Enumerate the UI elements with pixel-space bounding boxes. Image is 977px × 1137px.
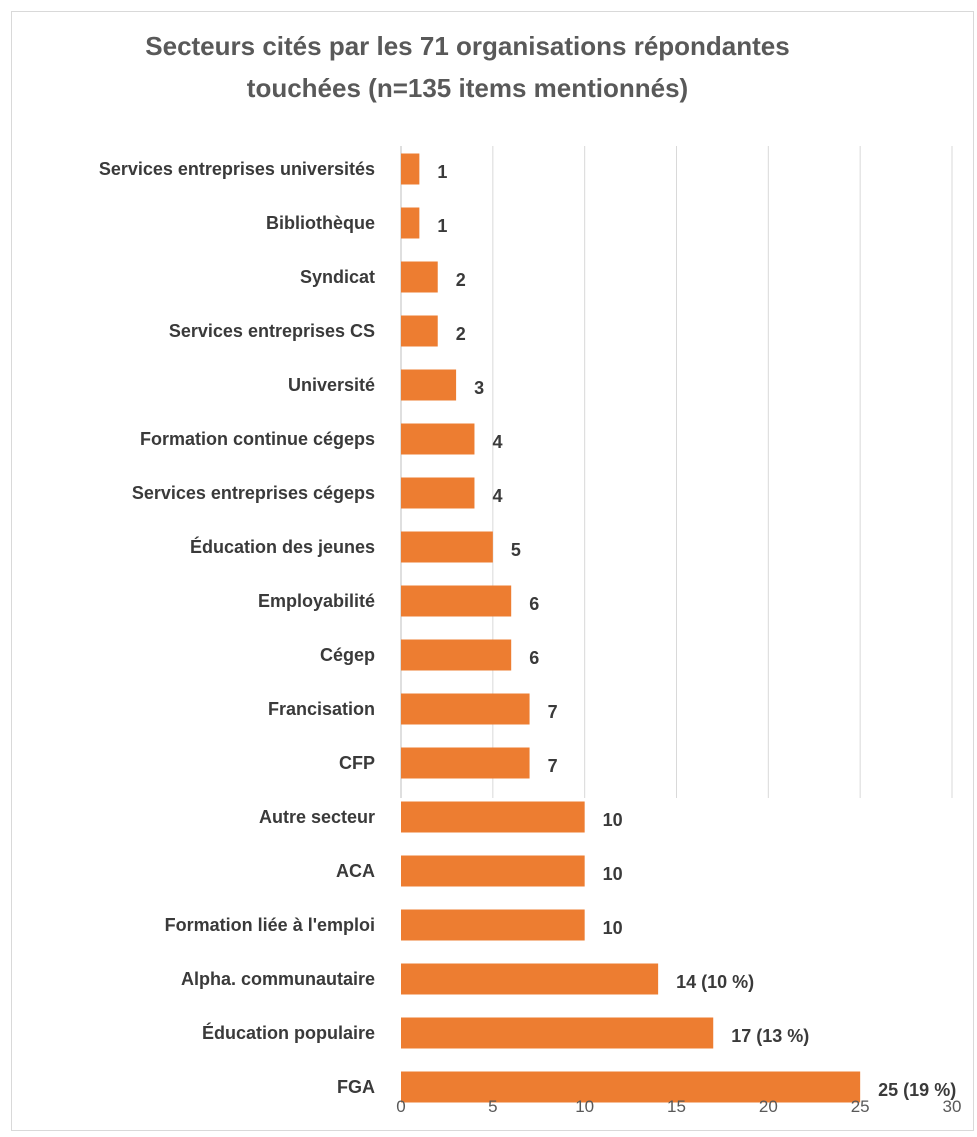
- category-label: Formation continue cégeps: [140, 429, 375, 449]
- x-tick-label: 10: [575, 1097, 594, 1116]
- category-label: CFP: [339, 753, 375, 773]
- bar: [401, 315, 438, 347]
- bars: [401, 153, 861, 1103]
- category-label: Bibliothèque: [266, 213, 375, 233]
- data-label: 6: [529, 594, 539, 614]
- bar: [401, 909, 585, 941]
- category-label: Services entreprises cégeps: [132, 483, 375, 503]
- bar: [401, 1017, 714, 1049]
- category-label: Éducation populaire: [202, 1022, 375, 1043]
- category-label: ACA: [336, 861, 375, 881]
- category-label: FGA: [337, 1077, 375, 1097]
- x-tick-label: 30: [943, 1097, 962, 1116]
- data-label: 4: [492, 486, 502, 506]
- bar: [401, 153, 420, 185]
- bar: [401, 801, 585, 833]
- x-tick-label: 5: [488, 1097, 497, 1116]
- data-label: 10: [603, 918, 623, 938]
- x-tick-label: 15: [667, 1097, 686, 1116]
- bar: [401, 639, 512, 671]
- bar: [401, 207, 420, 239]
- data-label: 2: [456, 270, 466, 290]
- data-label: 10: [603, 810, 623, 830]
- bar: [401, 1071, 861, 1103]
- x-tick-label: 25: [851, 1097, 870, 1116]
- category-label: Cégep: [320, 645, 375, 665]
- data-label: 5: [511, 540, 521, 560]
- data-label: 17 (13 %): [731, 1026, 809, 1046]
- bar: [401, 585, 512, 617]
- x-tick-label: 0: [396, 1097, 405, 1116]
- chart-title: Secteurs cités par les 71 organisations …: [145, 31, 790, 103]
- category-label: Formation liée à l'emploi: [165, 915, 375, 935]
- bar: [401, 747, 530, 779]
- x-tick-label: 20: [759, 1097, 778, 1116]
- data-label: 4: [492, 432, 502, 452]
- data-label: 1: [437, 162, 447, 182]
- data-label: 7: [548, 702, 558, 722]
- data-label: 2: [456, 324, 466, 344]
- bar: [401, 855, 585, 887]
- bar: [401, 261, 438, 293]
- bar: [401, 693, 530, 725]
- category-label: Employabilité: [258, 591, 375, 611]
- data-label: 3: [474, 378, 484, 398]
- data-label: 14 (10 %): [676, 972, 754, 992]
- data-label: 10: [603, 864, 623, 884]
- category-label: Autre secteur: [259, 807, 375, 827]
- bar: [401, 477, 475, 509]
- data-label: 1: [437, 216, 447, 236]
- category-label: Services entreprises CS: [169, 321, 375, 341]
- data-label: 7: [548, 756, 558, 776]
- gridlines: [400, 146, 953, 798]
- category-label: Syndicat: [300, 267, 375, 287]
- category-label: Francisation: [268, 699, 375, 719]
- bar: [401, 531, 493, 563]
- data-label: 6: [529, 648, 539, 668]
- bar: [401, 963, 659, 995]
- bar: [401, 423, 475, 455]
- data-label: 25 (19 %): [878, 1080, 956, 1100]
- category-label: Services entreprises universités: [99, 159, 375, 179]
- bar: [401, 369, 457, 401]
- category-label: Éducation des jeunes: [190, 536, 375, 557]
- category-label: Alpha. communautaire: [181, 969, 375, 989]
- category-label: Université: [288, 375, 375, 395]
